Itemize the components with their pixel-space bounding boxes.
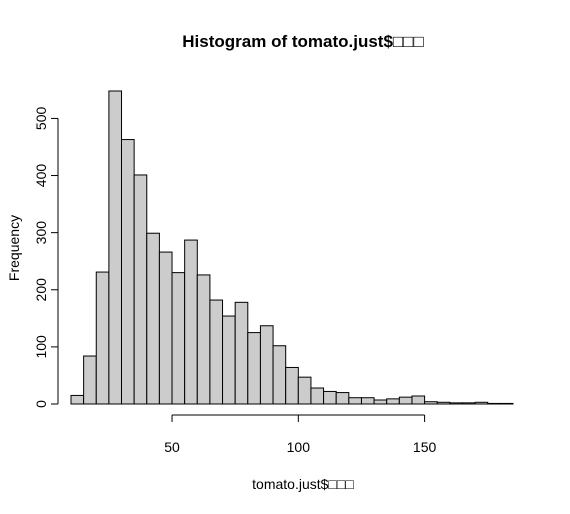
histogram-bar <box>285 366 299 405</box>
histogram-bar <box>411 395 426 405</box>
histogram-bar <box>146 232 160 405</box>
histogram-bar <box>360 397 375 405</box>
y-tick-label: 400 <box>33 164 49 188</box>
histogram-bar <box>461 402 476 405</box>
x-tick-label: 100 <box>287 439 311 455</box>
histogram-bar <box>133 174 148 405</box>
histogram-bar <box>108 90 123 405</box>
histogram-bar <box>95 271 110 405</box>
histogram-bar <box>121 139 135 405</box>
histogram-bar <box>171 272 186 405</box>
x-axis-label: tomato.just$□□□ <box>252 476 354 492</box>
y-tick-label: 500 <box>33 107 49 131</box>
y-tick-label: 0 <box>33 400 49 408</box>
y-axis-label: Frequency <box>6 215 22 281</box>
x-tick-label: 150 <box>413 439 437 455</box>
histogram-bar <box>196 274 211 405</box>
histogram-bar <box>386 398 400 405</box>
histogram-bar <box>487 402 501 405</box>
histogram-bar <box>158 251 173 405</box>
chart-title: Histogram of tomato.just$□□□ <box>182 32 423 51</box>
histogram-bar <box>247 332 261 405</box>
histogram-bar <box>424 401 438 405</box>
histogram-bar <box>272 345 287 405</box>
x-tick-label: 50 <box>164 439 180 455</box>
y-axis: 0 100 200 300 400 500 <box>33 107 59 408</box>
histogram-bar <box>222 315 236 405</box>
histogram-bar <box>297 376 312 405</box>
histogram-bar <box>449 402 463 405</box>
histogram-bar <box>474 401 489 405</box>
histogram-bar <box>335 392 350 405</box>
histogram-bar <box>209 299 224 405</box>
histogram-bar <box>310 387 325 405</box>
histogram-bar <box>398 396 413 405</box>
histogram-bar <box>436 401 451 405</box>
y-tick-label: 200 <box>33 278 49 302</box>
histogram-bar <box>259 325 274 405</box>
histogram-bar <box>499 402 514 405</box>
histogram-bar <box>70 394 85 405</box>
histogram-bar <box>348 397 362 405</box>
bars-group <box>70 90 514 405</box>
y-tick-label: 300 <box>33 221 49 245</box>
y-tick-label: 100 <box>33 335 49 359</box>
histogram-bar <box>323 390 337 405</box>
x-axis: 50 100 150 <box>164 414 437 455</box>
histogram-bar <box>373 399 388 405</box>
histogram-bar <box>234 301 249 405</box>
histogram-bar <box>83 355 97 405</box>
histogram-bar <box>184 239 198 405</box>
